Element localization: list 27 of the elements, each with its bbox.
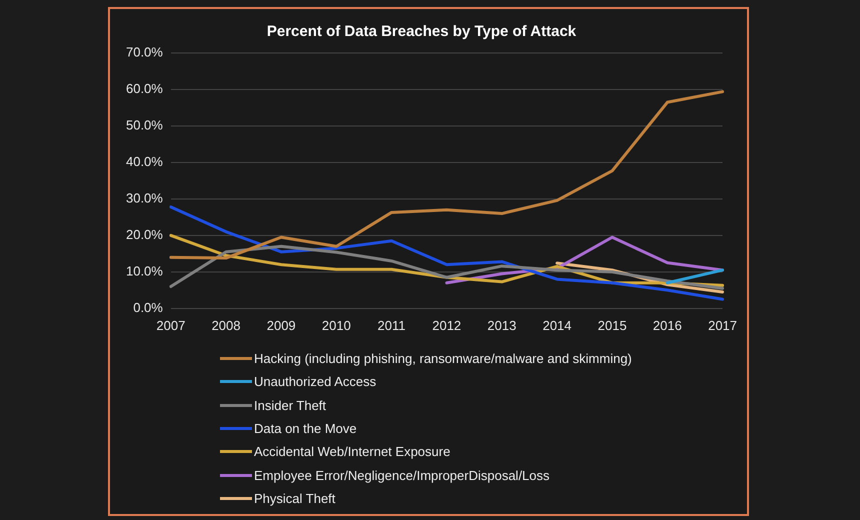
x-tick-label: 2007 bbox=[156, 318, 186, 333]
x-tick-label: 2008 bbox=[212, 318, 240, 333]
legend-label: Insider Theft bbox=[254, 398, 326, 413]
y-tick-label: 60.0% bbox=[126, 81, 164, 96]
y-tick-label: 30.0% bbox=[126, 190, 164, 206]
y-tick-label: 40.0% bbox=[126, 154, 164, 170]
y-tick-label: 50.0% bbox=[126, 118, 164, 133]
x-tick-label: 2013 bbox=[487, 318, 516, 333]
x-tick-label: 2016 bbox=[652, 318, 682, 333]
legend-label: Hacking (including phishing, ransomware/malware and skimming) bbox=[254, 351, 632, 366]
x-tick-label: 2012 bbox=[432, 318, 462, 333]
legend-label: Unauthorized Access bbox=[254, 374, 376, 390]
y-tick-label: 70.0% bbox=[126, 44, 164, 60]
legend-label: Accidental Web/Internet Exposure bbox=[254, 444, 450, 460]
legend-label: Data on the Move bbox=[254, 421, 357, 436]
y-tick-label: 0.0% bbox=[133, 300, 164, 315]
legend-label: Physical Theft bbox=[254, 490, 336, 506]
x-tick-label: 2010 bbox=[322, 318, 351, 333]
x-tick-label: 2015 bbox=[598, 318, 627, 333]
y-tick-label: 10.0% bbox=[126, 263, 164, 278]
legend-label: Employee Error/Negligence/ImproperDisposal/Loss bbox=[254, 468, 550, 483]
x-tick-label: 2011 bbox=[378, 318, 406, 333]
y-tick-label: 20.0% bbox=[126, 227, 164, 242]
chart-title: Percent of Data Breaches by Type of Attack bbox=[266, 23, 577, 40]
x-tick-label: 2014 bbox=[542, 318, 572, 333]
x-tick-label: 2009 bbox=[266, 318, 296, 333]
x-tick-label: 2017 bbox=[708, 318, 737, 333]
